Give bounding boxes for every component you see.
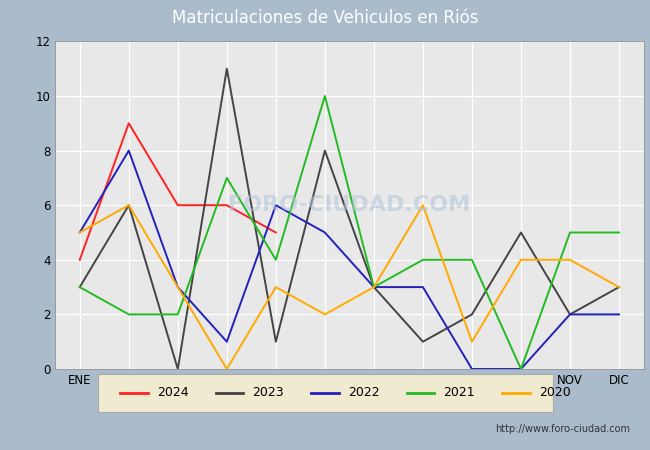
Text: http://www.foro-ciudad.com: http://www.foro-ciudad.com [495, 424, 630, 434]
Text: Matriculaciones de Vehiculos en Riós: Matriculaciones de Vehiculos en Riós [172, 9, 478, 27]
FancyBboxPatch shape [98, 374, 552, 412]
Text: FORO-CIUDAD.COM: FORO-CIUDAD.COM [228, 195, 471, 215]
Text: 2020: 2020 [539, 386, 571, 399]
Text: 2021: 2021 [443, 386, 475, 399]
Text: 2023: 2023 [252, 386, 284, 399]
Text: 2022: 2022 [348, 386, 380, 399]
Text: 2024: 2024 [157, 386, 188, 399]
